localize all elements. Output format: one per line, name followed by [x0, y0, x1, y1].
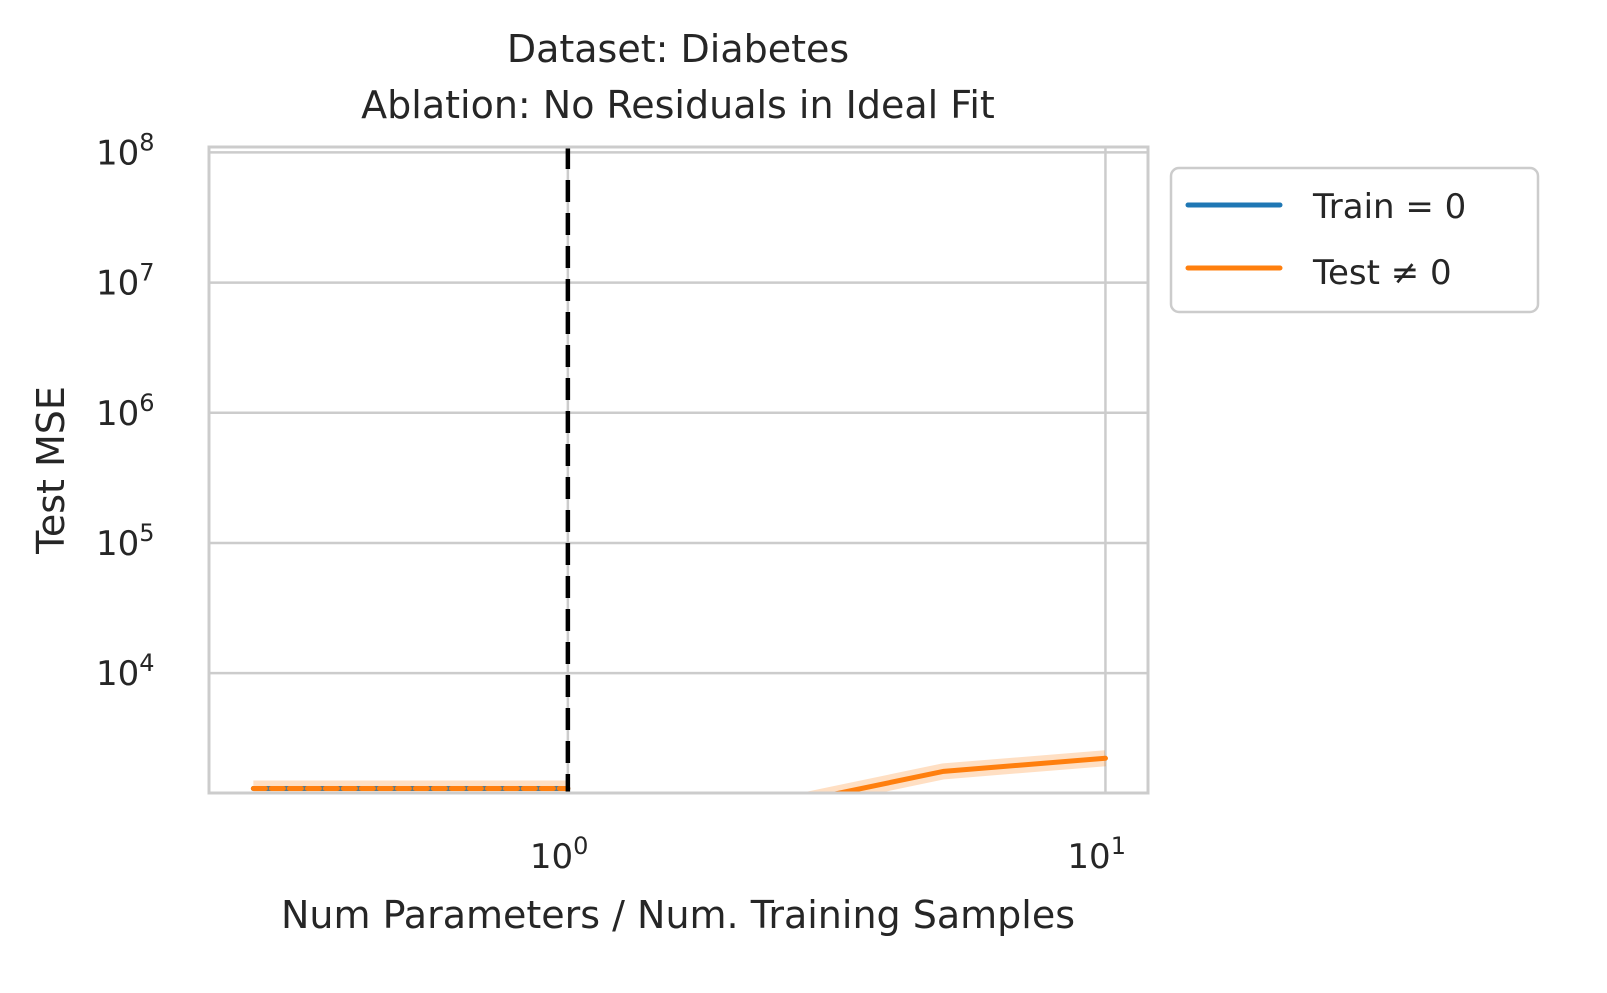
tick-labels: 104 105 106 107 108 100 101 — [96, 128, 1126, 877]
y-tick-label: 108 — [96, 128, 155, 173]
y-tick-label: 105 — [96, 519, 155, 564]
plot-marks — [250, 147, 1108, 793]
x-tick-label: 100 — [530, 832, 589, 877]
y-tick-label: 106 — [96, 389, 155, 434]
legend-train-label: Train = 0 — [1312, 187, 1466, 227]
legend: Train = 0 Test ≠ 0 — [1169, 166, 1540, 314]
y-tick-label: 104 — [96, 649, 155, 694]
test-confidence-band — [800, 750, 1107, 793]
y-tick-label: 107 — [96, 259, 155, 304]
x-axis-label: Num Parameters / Num. Training Samples — [281, 893, 1075, 937]
x-tick-label: 101 — [1067, 832, 1126, 877]
chart-subtitle: Ablation: No Residuals in Ideal Fit — [361, 83, 995, 127]
plot-frame — [207, 145, 1150, 795]
legend-test-label: Test ≠ 0 — [1312, 253, 1452, 293]
chart-title: Dataset: Diabetes — [507, 27, 849, 71]
grid — [209, 147, 1148, 793]
test-line — [827, 755, 1108, 793]
y-axis-label: Test MSE — [29, 386, 73, 555]
